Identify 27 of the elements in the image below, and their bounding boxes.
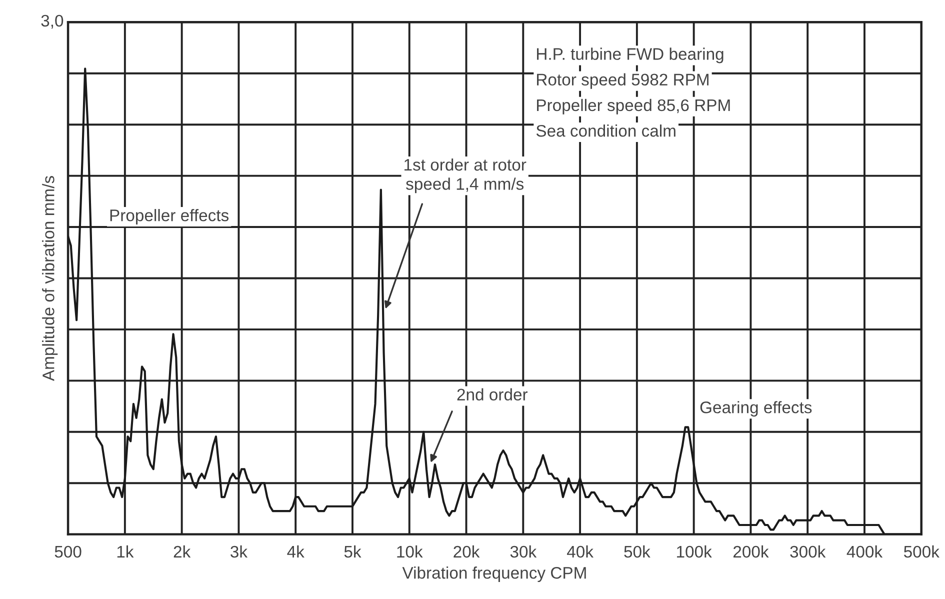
annotation: Rotor speed 5982 RPM [537, 73, 708, 89]
annotation: Propeller speed 85,6 RPM [537, 98, 730, 114]
x-tick-label: 500k [904, 545, 940, 558]
x-tick-label: 5k [344, 545, 362, 558]
text: H.P. turbine FWD bearing [537, 48, 724, 64]
x-tick-label: 300k [790, 545, 826, 558]
x-tick-label: 500 [54, 546, 82, 558]
annotation: Sea condition calm [536, 124, 676, 137]
annotation: Propeller effects [110, 209, 229, 225]
annotation: Gearing effects [700, 401, 812, 417]
annotation: 2nd order [457, 388, 528, 401]
x-tick-label: 3k [230, 545, 248, 558]
x-tick-label: 1k [117, 545, 134, 558]
x-tick-label: 400k [846, 545, 883, 558]
x-tick-label: 200k [733, 545, 769, 558]
x-tick-label: 4k [287, 545, 304, 558]
x-tick-label: 2k [174, 545, 191, 558]
x-tick-label: 50k [624, 545, 650, 558]
x-tick-label: 40k [566, 545, 594, 558]
annotation: 1st order at rotor speed 1,4 mm/s [404, 158, 526, 194]
x-axis-title: Vibration frequency CPM [402, 566, 586, 582]
text: 3,0 [41, 14, 64, 29]
x-tick-label: 100k [677, 545, 712, 558]
x-tick-label: 30k [510, 545, 537, 558]
x-tick-label: 20k [454, 545, 480, 558]
y-axis-title: Amplitude of vibration mm/s [42, 176, 58, 382]
x-tick-label: 10k [397, 545, 423, 558]
